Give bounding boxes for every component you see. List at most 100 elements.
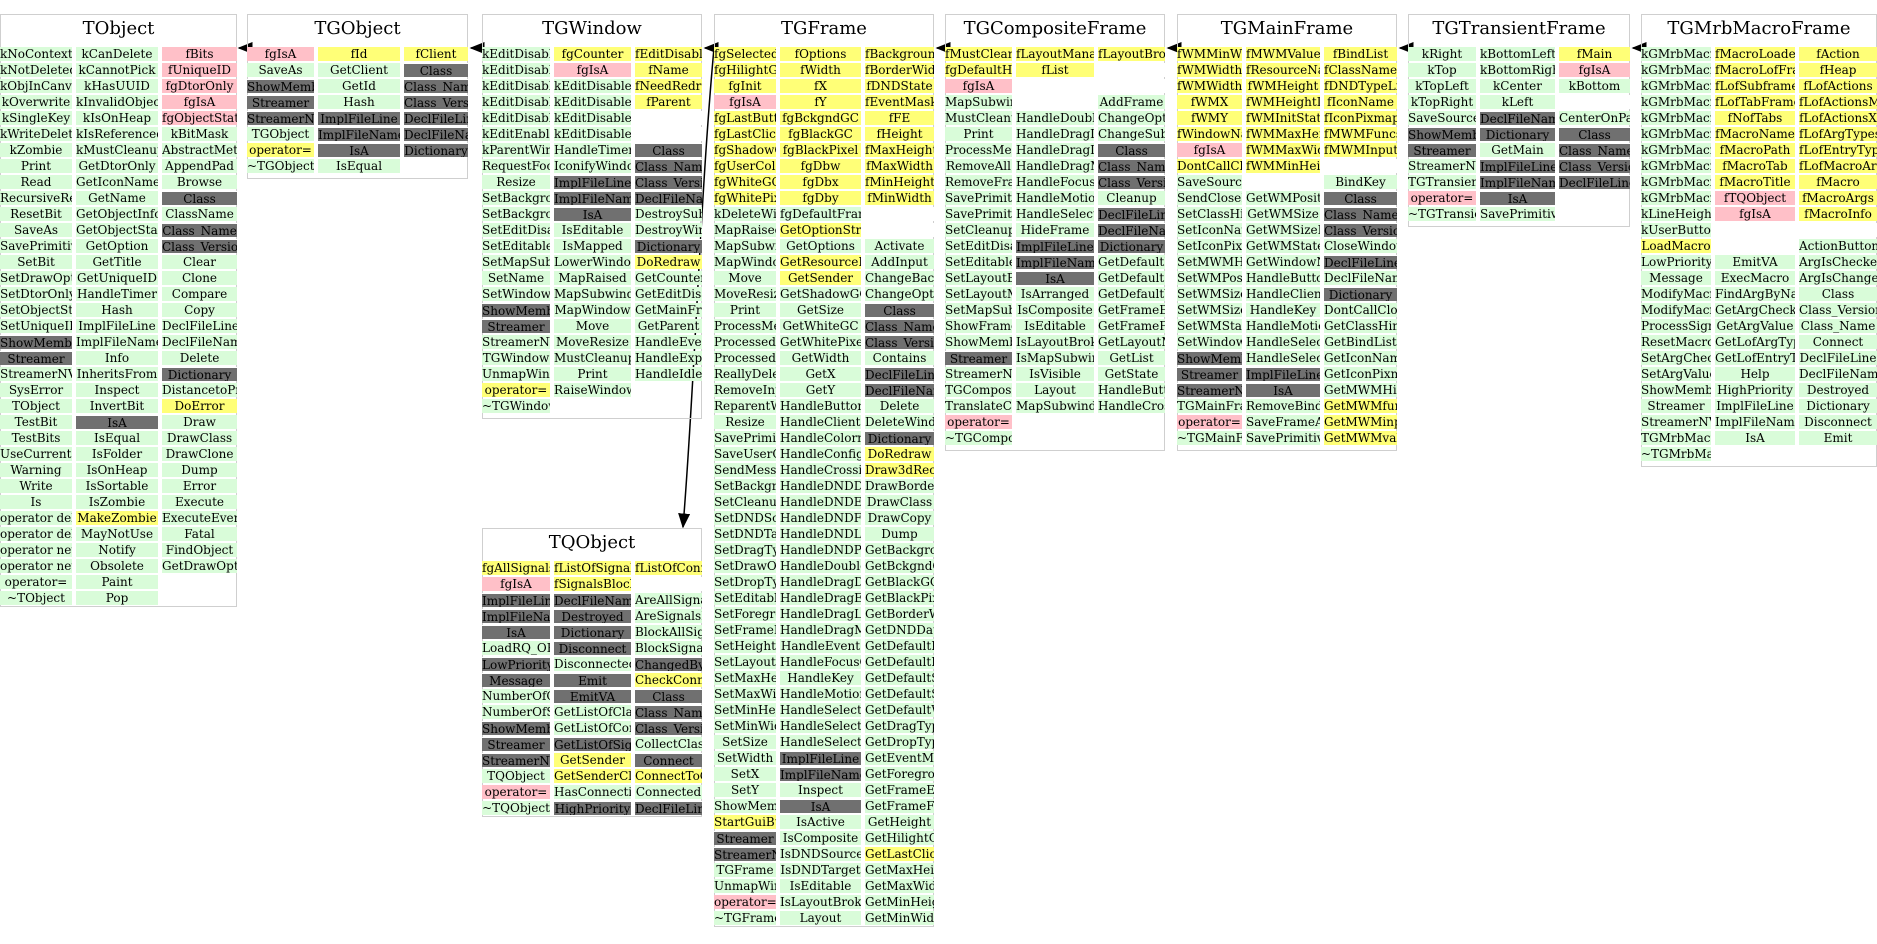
member-khasuuid[interactable]: kHasUUID	[76, 79, 158, 93]
member-class[interactable]: Class	[635, 143, 702, 157]
member-declfileline[interactable]: DeclFileLine	[865, 367, 934, 381]
member-flist[interactable]: fList	[1016, 63, 1094, 77]
member-setclasshints[interactable]: SetClassHints	[1177, 207, 1242, 221]
member-getdragtype[interactable]: GetDragType	[865, 719, 934, 733]
member-clear[interactable]: Clear	[162, 255, 237, 269]
member-executeevent[interactable]: ExecuteEvent	[162, 511, 237, 525]
member-kgmrbmacronoftabs[interactable]: kGMrbMacroNofTabs	[1641, 191, 1711, 205]
member-setargvalue[interactable]: SetArgValue	[1641, 367, 1711, 381]
member-fheap[interactable]: fHeap	[1799, 63, 1877, 77]
member-fmacrotitle[interactable]: fMacroTitle	[1715, 175, 1795, 189]
member-handletimer[interactable]: HandleTimer	[76, 287, 158, 301]
member-getdefaultselectedbackground[interactable]: GetDefaultSelectedBackground	[865, 671, 934, 685]
member-declfilename[interactable]: DeclFileName	[1098, 223, 1165, 237]
member-getoptions[interactable]: GetOptions	[780, 239, 861, 253]
member-fgbckgndgc[interactable]: fgBckgndGC	[780, 111, 861, 125]
member-iseditable[interactable]: IsEditable	[554, 223, 631, 237]
member-emitva[interactable]: EmitVA	[1715, 255, 1795, 269]
member-operator-new[interactable]: operator new	[0, 543, 72, 557]
member-fatal[interactable]: Fatal	[162, 527, 237, 541]
member-getstate[interactable]: GetState	[1098, 367, 1165, 381]
member-fmacroinfo[interactable]: fMacroInfo	[1799, 207, 1877, 221]
member-blockallsignals[interactable]: BlockAllSignals	[635, 625, 702, 639]
member-getshadowgc[interactable]: GetShadowGC	[780, 287, 861, 301]
member-fx[interactable]: fX	[780, 79, 861, 93]
member-processmessage[interactable]: ProcessMessage	[714, 319, 776, 333]
member-makezombie[interactable]: MakeZombie	[76, 511, 158, 525]
member-tgmainframe[interactable]: TGMainFrame	[1177, 399, 1242, 413]
member-mustcleanup[interactable]: MustCleanup	[554, 351, 631, 365]
member-fwmheightinc[interactable]: fWMHeightInc	[1246, 95, 1320, 109]
member-bindkey[interactable]: BindKey	[1324, 175, 1397, 189]
member-streamernvirtual[interactable]: StreamerNVirtual	[247, 111, 314, 125]
member-getsender[interactable]: GetSender	[554, 753, 631, 767]
member-kwritedelete[interactable]: kWriteDelete	[0, 127, 72, 141]
member-argischangedby[interactable]: ArgIsChangedBy	[1799, 271, 1877, 285]
member-setdtoronly[interactable]: SetDtorOnly	[0, 287, 72, 301]
member-notify[interactable]: Notify	[76, 543, 158, 557]
member-disconnected[interactable]: Disconnected	[554, 657, 631, 671]
member-getobjectinfo[interactable]: GetObjectInfo	[76, 207, 158, 221]
member-getframefrompoint[interactable]: GetFrameFromPoint	[1098, 319, 1165, 333]
member-fgshadowgc[interactable]: fgShadowGC	[714, 143, 776, 157]
member-feditdisabled[interactable]: fEditDisabled	[635, 47, 702, 61]
member-activate[interactable]: Activate	[865, 239, 934, 253]
member-getoption[interactable]: GetOption	[76, 239, 158, 253]
member-getwmposition[interactable]: GetWMPosition	[1246, 191, 1320, 205]
member-streamernvirtual[interactable]: StreamerNVirtual	[1641, 415, 1711, 429]
member-fgblackpixel[interactable]: fgBlackPixel	[780, 143, 861, 157]
member-flofactionsx[interactable]: fLofActionsX	[1799, 111, 1877, 125]
member-getmwmfuncstring[interactable]: GetMWMfuncString	[1324, 399, 1397, 413]
member-mapraised[interactable]: MapRaised	[714, 223, 776, 237]
member-handledragleave[interactable]: HandleDragLeave	[780, 607, 861, 621]
member-implfilename[interactable]: ImplFileName	[1016, 255, 1094, 269]
member-help[interactable]: Help	[1715, 367, 1795, 381]
member-class-version[interactable]: Class_Version	[1799, 303, 1877, 317]
member-saveprimitive[interactable]: SavePrimitive	[1480, 207, 1555, 221]
member-print[interactable]: Print	[945, 127, 1012, 141]
member-funiqueid[interactable]: fUniqueID	[162, 63, 237, 77]
member-dictionary[interactable]: Dictionary	[1799, 399, 1877, 413]
member-islayoutbroken[interactable]: IsLayoutBroken	[1016, 335, 1094, 349]
member-streamernvirtual[interactable]: StreamerNVirtual	[945, 367, 1012, 381]
member-hideframe[interactable]: HideFrame	[1016, 223, 1094, 237]
member-implfilename[interactable]: ImplFileName	[76, 335, 158, 349]
member-class-name[interactable]: Class_Name	[1559, 143, 1630, 157]
member-gettitle[interactable]: GetTitle	[76, 255, 158, 269]
member-fgisa[interactable]: fgIsA	[247, 47, 314, 61]
member-knocontextmenu[interactable]: kNoContextMenu	[0, 47, 72, 61]
member-drawclone[interactable]: DrawClone	[162, 447, 237, 461]
member-addframe[interactable]: AddFrame	[1098, 95, 1165, 109]
member-resetmacroargs[interactable]: ResetMacroArgs	[1641, 335, 1711, 349]
member-keditenable[interactable]: kEditEnable	[482, 127, 550, 141]
member-tqobject[interactable]: ~TQObject	[482, 801, 550, 815]
member-setlayoutbroken[interactable]: SetLayoutBroken	[714, 655, 776, 669]
member-tgcompositeframe[interactable]: ~TGCompositeFrame	[945, 431, 1012, 445]
member-kgmrbmacronofframes[interactable]: kGMrbMacroNofFrames	[1641, 159, 1711, 173]
member-streamer[interactable]: Streamer	[247, 95, 314, 109]
member-implfilename[interactable]: ImplFileName	[1715, 415, 1795, 429]
member-showmembers[interactable]: ShowMembers	[945, 335, 1012, 349]
member-setwindowname[interactable]: SetWindowName	[1177, 335, 1242, 349]
member-kparentwindow[interactable]: kParentWindow	[482, 143, 550, 157]
member-handledragdrop[interactable]: HandleDragDrop	[780, 575, 861, 589]
member-getparent[interactable]: GetParent	[635, 319, 702, 333]
member-kgmrbmacroidreset[interactable]: kGMrbMacroIdReset	[1641, 143, 1711, 157]
member-kleft[interactable]: kLeft	[1480, 95, 1555, 109]
member-fgcounter[interactable]: fgCounter	[554, 47, 631, 61]
member-streamer[interactable]: Streamer	[482, 319, 550, 333]
member-clone[interactable]: Clone	[162, 271, 237, 285]
member-areallsignalsblocked[interactable]: AreAllSignalsBlocked	[635, 593, 702, 607]
member-tgframe[interactable]: ~TGFrame	[714, 911, 776, 925]
member-paint[interactable]: Paint	[76, 575, 158, 589]
member-setmwmhints[interactable]: SetMWMHints	[1177, 255, 1242, 269]
member-move[interactable]: Move	[554, 319, 631, 333]
member-ktop[interactable]: kTop	[1408, 63, 1476, 77]
member-showmembers[interactable]: ShowMembers	[0, 335, 72, 349]
member-saveas[interactable]: SaveAs	[247, 63, 314, 77]
member-inspect[interactable]: Inspect	[780, 783, 861, 797]
member-getmwmvaluestring[interactable]: GetMWMvalueString	[1324, 431, 1397, 445]
member-dump[interactable]: Dump	[162, 463, 237, 477]
member-write[interactable]: Write	[0, 479, 72, 493]
member-implfileline[interactable]: ImplFileLine	[482, 593, 550, 607]
